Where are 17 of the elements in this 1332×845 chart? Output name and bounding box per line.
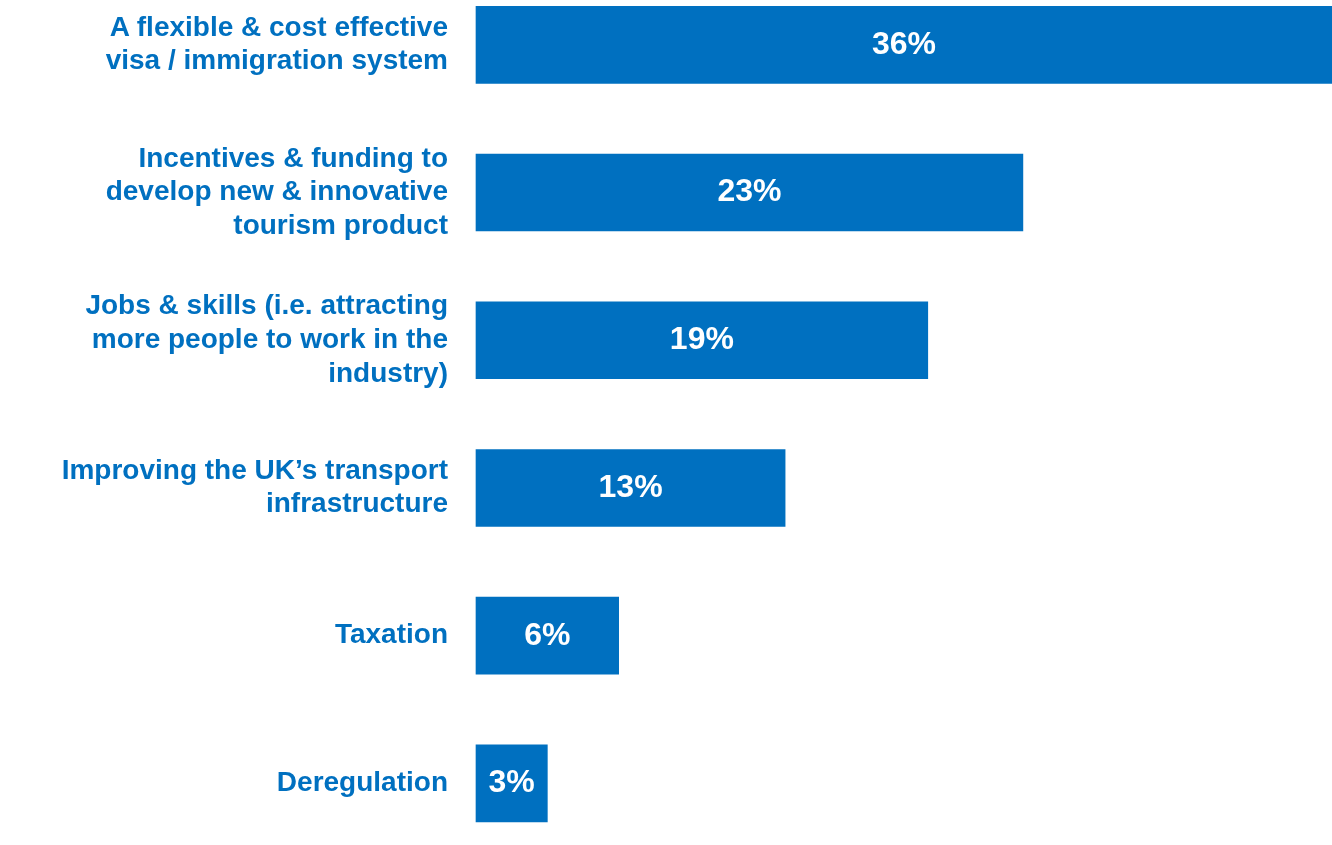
bar: [475, 449, 786, 527]
y-tick-label: Deregulation: [276, 766, 448, 798]
bar: [475, 153, 1024, 232]
y-tick-label: Jobs & skills (i.e. attracting more people to work in the industry): [85, 289, 448, 388]
data-label: 6%: [524, 615, 571, 652]
bar: [475, 301, 929, 380]
bar: [475, 596, 619, 675]
bar: [475, 5, 1332, 84]
y-tick-label: Taxation: [334, 618, 448, 650]
y-tick-label: Improving the UK’s transport infrastructure: [61, 453, 448, 519]
data-label: 23%: [717, 172, 782, 209]
data-label: 3%: [488, 763, 535, 800]
data-label: 36%: [871, 24, 937, 61]
data-label: 19%: [669, 320, 734, 357]
data-label: 13%: [598, 467, 663, 504]
y-tick-label: A flexible & cost effective visa / immigration system: [105, 10, 448, 76]
y-tick-label: Incentives & funding to develop new & innovative tourism product: [105, 141, 448, 240]
